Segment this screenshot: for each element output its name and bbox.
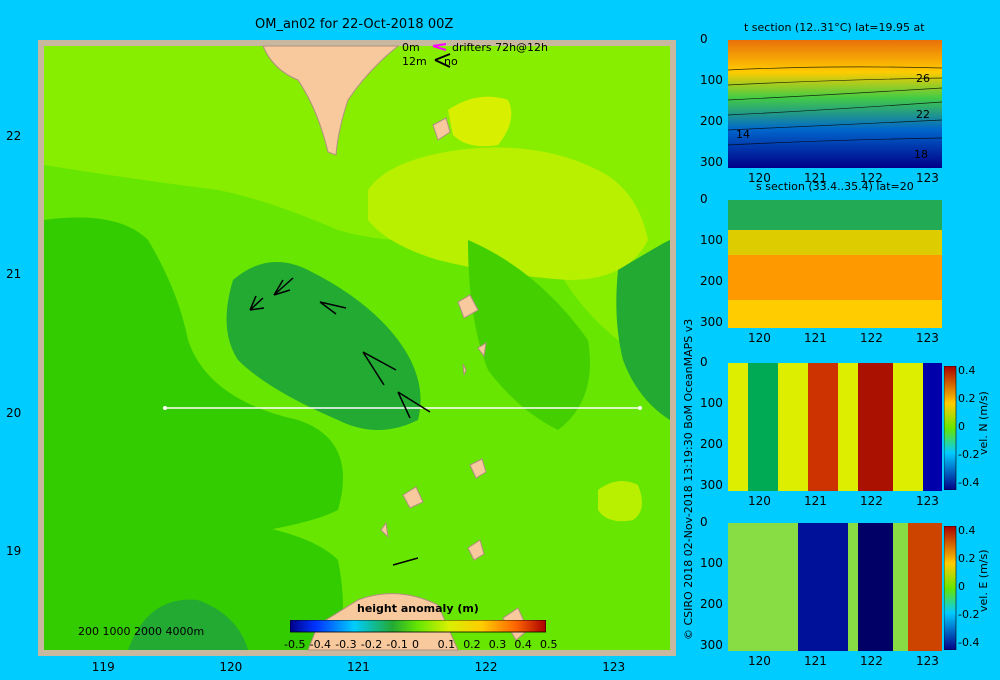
panel-1-x-tick-120: 120 xyxy=(748,331,771,345)
vn-colorbar xyxy=(944,366,957,490)
section-line-end xyxy=(638,406,642,410)
map-y-axis: 22 21 20 19 xyxy=(0,40,36,656)
panel-2-y-tick-100: 100 xyxy=(700,396,723,410)
panel-3-x-tick-123: 123 xyxy=(916,654,939,668)
panel-0-x-tick-120: 120 xyxy=(748,171,771,185)
vntick-2: 0 xyxy=(958,420,965,433)
vn-colorbar-ticks: 0.4 0.2 0 -0.2 -0.4 xyxy=(958,364,988,490)
panel-0-x-tick-123: 123 xyxy=(916,171,939,185)
t-contour-label-18: 18 xyxy=(914,148,928,161)
ve-colorbar xyxy=(944,526,957,650)
map-x-tick-123: 123 xyxy=(602,660,626,674)
t-contours xyxy=(728,66,942,146)
map-x-tick-121: 121 xyxy=(347,660,370,674)
panel-1-x-tick-123: 123 xyxy=(916,331,939,345)
panel-0-x-tick-122: 122 xyxy=(860,171,883,185)
panel-title-s: s section (33.4..35.4) lat=20 xyxy=(756,180,914,193)
colorbar-ticks: -0.5 -0.4 -0.3 -0.2 -0.1 0 0.1 0.2 0.3 0.4 0.5 xyxy=(284,638,558,652)
map-x-tick-122: 122 xyxy=(474,660,498,674)
vntick-0: 0.4 xyxy=(958,364,976,377)
panel-1-y-tick-100: 100 xyxy=(700,233,723,247)
vn-section xyxy=(728,363,942,491)
main-title: OM_an02 for 22-Oct-2018 00Z xyxy=(255,17,454,32)
panel-2-y-tick-0: 0 xyxy=(700,355,708,369)
vntick-4: -0.4 xyxy=(958,476,980,489)
panel-3-x-tick-120: 120 xyxy=(748,654,771,668)
velocity-vectors xyxy=(249,277,431,566)
vetick-3: -0.2 xyxy=(958,608,980,621)
map-field xyxy=(44,46,670,650)
vetick-0: 0.4 xyxy=(958,524,976,537)
drift-legend-line1-text: drifters 72h@12h xyxy=(452,41,549,54)
drifter-legend-arrows xyxy=(432,43,451,68)
panel-3-y-tick-100: 100 xyxy=(700,556,723,570)
credit-text: © CSIRO 2018 02-Nov-2018 13:19:30 BoM Oc… xyxy=(682,318,695,640)
map-x-axis: 119 120 121 122 123 xyxy=(38,660,676,676)
colorbar-title: height anomaly (m) xyxy=(357,602,479,615)
map-y-tick-21: 21 xyxy=(6,267,22,282)
ve-unit: vel. E (m/s) xyxy=(977,549,990,612)
s-section xyxy=(728,200,942,328)
panel-1-y-tick-200: 200 xyxy=(700,274,723,288)
colorbar-tick-1: -0.4 xyxy=(309,638,332,651)
panel-1-y-tick-0: 0 xyxy=(700,192,708,206)
panel-0-y-tick-0: 0 xyxy=(700,32,708,46)
panel-0-y-tick-100: 100 xyxy=(700,73,723,87)
map-x-tick-119: 119 xyxy=(91,660,115,674)
colorbar-tick-7: 0.2 xyxy=(463,638,481,651)
map-y-tick-22: 22 xyxy=(6,128,22,143)
t-contour-label-26: 26 xyxy=(916,72,930,85)
panel-3-y-tick-0: 0 xyxy=(700,515,708,529)
panel-2-x-tick-122: 122 xyxy=(860,494,883,508)
panel-title-t: t section (12..31°C) lat=19.95 at xyxy=(744,21,925,34)
vntick-1: 0.2 xyxy=(958,392,976,405)
panel-3-y-tick-200: 200 xyxy=(700,597,723,611)
colorbar-tick-4: -0.1 xyxy=(386,638,408,651)
panel-0-y-tick-300: 300 xyxy=(700,155,723,169)
panel-2-y-tick-200: 200 xyxy=(700,437,723,451)
vntick-3: -0.2 xyxy=(958,448,980,461)
drift-legend-line2-text: no xyxy=(444,55,458,68)
panel-1-y-tick-300: 300 xyxy=(700,315,723,329)
panel-2-x-tick-120: 120 xyxy=(748,494,771,508)
panel-2-x-tick-121: 121 xyxy=(804,494,827,508)
panel-1-x-tick-122: 122 xyxy=(860,331,883,345)
colorbar xyxy=(290,620,546,633)
colorbar-tick-5: 0 xyxy=(412,638,419,651)
vn-unit: vel. N (m/s) xyxy=(977,391,990,455)
t-contour-label-14: 14 xyxy=(736,128,750,141)
colorbar-tick-3: -0.2 xyxy=(360,638,383,651)
panel-2-y-tick-300: 300 xyxy=(700,478,723,492)
map-y-tick-20: 20 xyxy=(6,405,22,420)
t-section xyxy=(728,40,942,168)
panel-0-x-tick-121: 121 xyxy=(804,171,827,185)
height-anomaly-map xyxy=(38,40,676,656)
colorbar-tick-9: 0.4 xyxy=(514,638,532,651)
drift-legend-line2-label: 12m xyxy=(402,55,427,68)
vetick-1: 0.2 xyxy=(958,552,976,565)
ve-section xyxy=(728,523,942,651)
colorbar-tick-10: 0.5 xyxy=(540,638,558,651)
drift-legend-line1-label: 0m xyxy=(402,41,420,54)
colorbar-tick-2: -0.3 xyxy=(335,638,357,651)
panel-3-y-tick-300: 300 xyxy=(700,638,723,652)
map-y-tick-19: 19 xyxy=(6,544,22,559)
ve-colorbar-ticks: 0.4 0.2 0 -0.2 -0.4 xyxy=(958,524,988,650)
panel-3-x-tick-122: 122 xyxy=(860,654,883,668)
depth-legend: 200 1000 2000 4000m xyxy=(78,625,205,638)
panel-0-y-tick-200: 200 xyxy=(700,114,723,128)
colorbar-tick-0: -0.5 xyxy=(284,638,306,651)
panel-2-x-tick-123: 123 xyxy=(916,494,939,508)
vetick-4: -0.4 xyxy=(958,636,980,649)
panel-3-x-tick-121: 121 xyxy=(804,654,827,668)
t-contour-label-22: 22 xyxy=(916,108,930,121)
colorbar-tick-6: 0.1 xyxy=(437,638,456,651)
map-x-tick-120: 120 xyxy=(219,660,243,674)
panel-1-x-tick-121: 121 xyxy=(804,331,827,345)
vetick-2: 0 xyxy=(958,580,965,593)
section-line-start xyxy=(163,406,167,410)
colorbar-tick-8: 0.3 xyxy=(488,638,507,651)
